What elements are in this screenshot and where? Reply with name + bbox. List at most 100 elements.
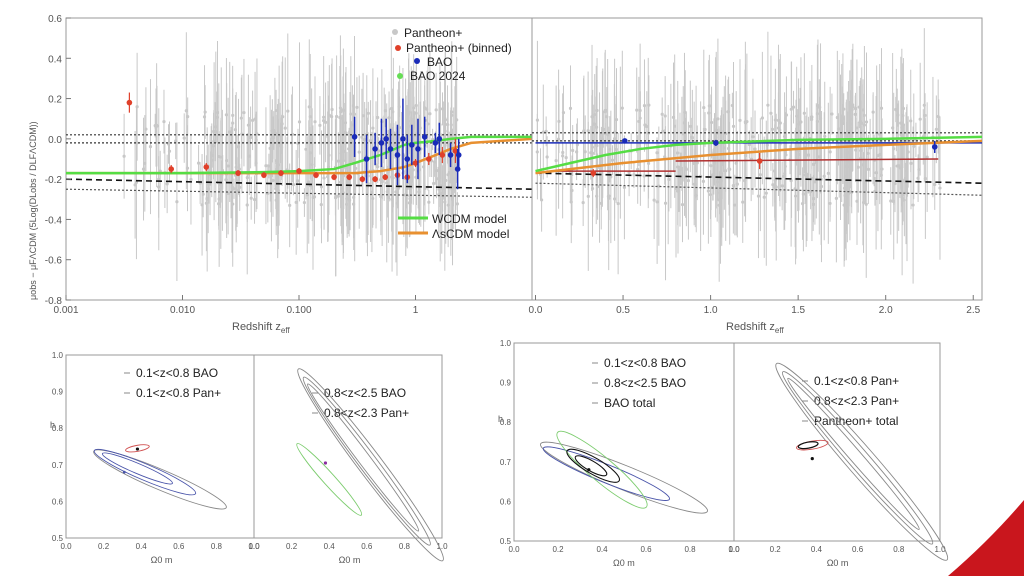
best-fit-point xyxy=(135,447,140,451)
pantheon-point xyxy=(443,129,447,133)
x-tick-label: 0.5 xyxy=(616,305,630,316)
pantheon-point xyxy=(804,163,808,168)
x-tick-label: 0.0 xyxy=(60,542,72,551)
contour-panel-bl-a: 0.0 0.2 0.4 0.6 0.8 1.0 Ω0 m 1.0 0.9 0.8 0.7 0.6 0.5… xyxy=(50,351,260,565)
x-axis-label: Ω0 m xyxy=(613,558,635,568)
pantheon-point xyxy=(366,111,370,115)
bao-point xyxy=(436,136,443,142)
binned-point xyxy=(296,168,302,174)
pantheon-point xyxy=(428,112,432,116)
x-axis-label: Redshift zeff xyxy=(232,321,290,335)
pantheon-point xyxy=(799,120,803,124)
pantheon-point xyxy=(122,154,126,158)
pantheon-point xyxy=(297,120,302,124)
dashed-model-line xyxy=(65,178,533,191)
pantheon-point xyxy=(220,168,225,172)
pantheon-point xyxy=(286,109,290,113)
y-tick-label: 0.2 xyxy=(48,95,62,106)
pantheon-point xyxy=(304,147,308,151)
pantheon-point xyxy=(801,192,805,196)
pantheon-point xyxy=(811,196,816,201)
contour-blue-outer xyxy=(542,446,670,501)
legend-lcdm: ΛsCDM model xyxy=(432,227,509,241)
pantheon-point xyxy=(148,145,153,149)
pantheon-point xyxy=(561,150,565,155)
pantheon-point xyxy=(351,104,356,108)
contour-blue-inner xyxy=(101,452,173,485)
pantheon-point xyxy=(674,186,678,191)
legend-entry: 0.8<z<2.3 Pan+ xyxy=(814,394,899,408)
bao-point xyxy=(383,136,389,142)
bao-point xyxy=(421,134,428,140)
plot-frame xyxy=(531,17,983,301)
binned-point xyxy=(278,170,284,176)
pantheon-point xyxy=(371,126,375,130)
pantheon-point xyxy=(922,103,926,107)
x-axis-label: Ω0 m xyxy=(827,558,849,568)
contour-frame xyxy=(253,354,443,539)
x-tick-label: 1.0 xyxy=(436,542,448,551)
x-tick-label: 0.8 xyxy=(211,542,223,551)
pantheon-point xyxy=(835,115,839,120)
pantheon-point xyxy=(270,129,274,133)
binned-point xyxy=(261,172,267,178)
pantheon-point xyxy=(706,189,710,193)
pantheon-point xyxy=(738,118,742,122)
x-tick-label: 2.5 xyxy=(966,305,980,316)
pantheon-point xyxy=(238,185,242,189)
pantheon-point xyxy=(326,165,331,169)
pantheon-point xyxy=(853,106,858,111)
x-tick-label: 1.0 xyxy=(248,542,260,551)
y-tick-label: 0.9 xyxy=(500,379,512,388)
x-tick-label: 0.4 xyxy=(811,545,823,554)
bao-point xyxy=(400,136,406,142)
pantheon-point xyxy=(719,172,723,176)
binned-point xyxy=(452,148,459,154)
y-tick-label: 0.8 xyxy=(52,424,64,433)
pantheon-point xyxy=(918,117,922,121)
pantheon-point xyxy=(313,120,317,124)
pantheon-point xyxy=(816,104,820,108)
pantheon-point xyxy=(291,183,296,187)
contour-grey-mid xyxy=(781,371,934,545)
pantheon-point xyxy=(802,111,806,115)
pantheon-point xyxy=(319,203,323,207)
x-tick-label: 0.2 xyxy=(770,545,782,554)
pantheon-point xyxy=(652,198,656,202)
pantheon-point xyxy=(568,106,573,111)
pantheon-point xyxy=(157,177,161,181)
x-tick-label: 0.001 xyxy=(53,305,78,316)
contour-panel-br-a: 0.0 0.2 0.4 0.6 0.8 1.0 Ω0 m 1.0 0.9 0.8 0.7 0.6 0.5… xyxy=(498,339,740,568)
pantheon-point xyxy=(822,174,826,178)
best-fit-point xyxy=(587,468,591,472)
contour-grey-outer xyxy=(93,449,227,510)
data-points xyxy=(590,138,938,178)
pantheon-point xyxy=(252,197,257,202)
pantheon-point xyxy=(564,156,568,160)
pantheon-point xyxy=(427,200,431,204)
legend-entry: Pantheon+ total xyxy=(814,414,898,428)
bao-point xyxy=(455,152,462,158)
dotted-lower-line xyxy=(65,188,533,198)
x-tick-label: 1 xyxy=(413,305,419,316)
pantheon-point xyxy=(806,153,811,157)
pantheon-point xyxy=(196,161,201,165)
pantheon-point xyxy=(694,193,698,198)
x-tick-label: 0.4 xyxy=(136,542,148,551)
pantheon-point xyxy=(414,175,418,179)
pantheon-point xyxy=(613,137,617,141)
binned-point xyxy=(346,174,353,180)
contour-grey-mid xyxy=(302,376,431,546)
binned-point xyxy=(590,170,597,176)
pantheon-point xyxy=(909,119,913,123)
pantheon-point xyxy=(380,179,384,184)
legend-marker-pantheon xyxy=(392,29,398,35)
binned-point xyxy=(168,166,175,172)
pantheon-point xyxy=(175,200,179,204)
legend-entry: 0.8<z<2.5 BAO xyxy=(604,376,686,390)
pantheon-point xyxy=(760,116,764,120)
y-tick-label: 0.5 xyxy=(500,537,512,546)
pantheon-point xyxy=(756,194,761,198)
pantheon-point xyxy=(450,187,454,192)
pantheon-point xyxy=(716,117,720,121)
